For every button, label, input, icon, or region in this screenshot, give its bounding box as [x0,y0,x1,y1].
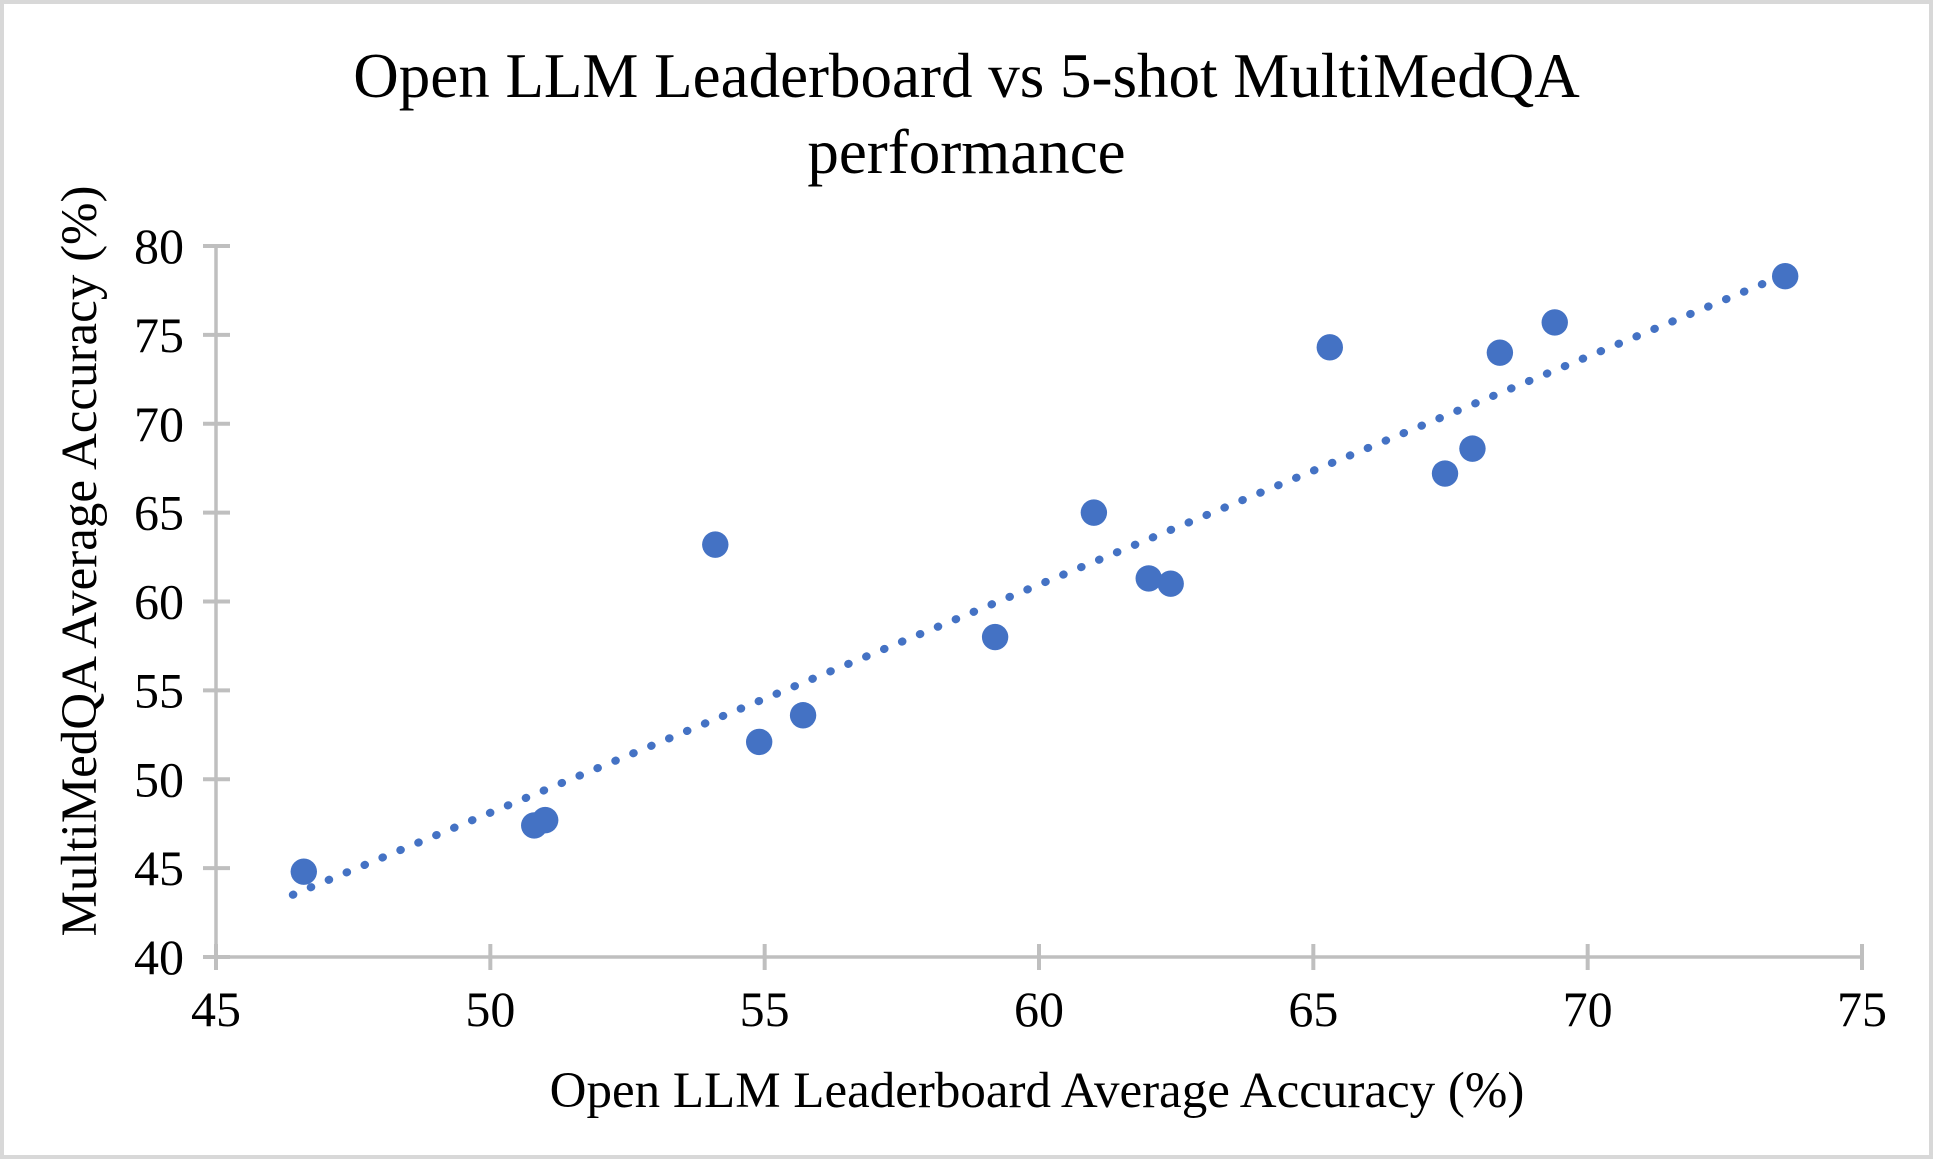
chart-title-line-2: performance [807,117,1126,187]
trendline [288,273,1781,899]
data-point [532,806,559,834]
data-point [702,531,729,558]
x-tick-label: 55 [740,981,790,1037]
data-point [1459,435,1486,462]
x-tick-label: 50 [465,981,515,1037]
data-point [1431,460,1459,487]
x-tick-label: 45 [191,981,241,1037]
data-point [1541,309,1568,336]
data-point [1135,565,1162,592]
data-point [745,728,773,756]
data-point [1316,334,1343,361]
data-point [290,858,317,885]
y-tick-label: 60 [134,574,184,630]
x-axis-title: Open LLM Leaderboard Average Accuracy (%… [549,1063,1525,1119]
y-tick-label: 40 [134,929,184,985]
y-tick-label: 50 [134,751,184,807]
y-tick-label: 80 [134,218,184,274]
data-point [1486,339,1514,366]
x-tick-label: 70 [1563,981,1613,1037]
y-tick-label: 70 [134,396,184,452]
chart-title: Open LLM Leaderboard vs 5-shot MultiMedQ… [4,38,1929,190]
data-point [1157,570,1184,597]
y-tick-label: 65 [134,485,184,541]
y-tick-label: 55 [134,662,184,718]
y-tick-label: 75 [134,307,184,363]
data-point [1771,263,1799,290]
data-point [1080,499,1108,526]
data-point [789,702,817,729]
y-tick-label: 45 [134,840,184,896]
x-tick-label: 75 [1837,981,1887,1037]
chart-title-line-1: Open LLM Leaderboard vs 5-shot MultiMedQ… [353,41,1580,111]
x-tick-label: 65 [1288,981,1338,1037]
x-tick-label: 60 [1014,981,1064,1037]
data-point [981,623,1009,651]
